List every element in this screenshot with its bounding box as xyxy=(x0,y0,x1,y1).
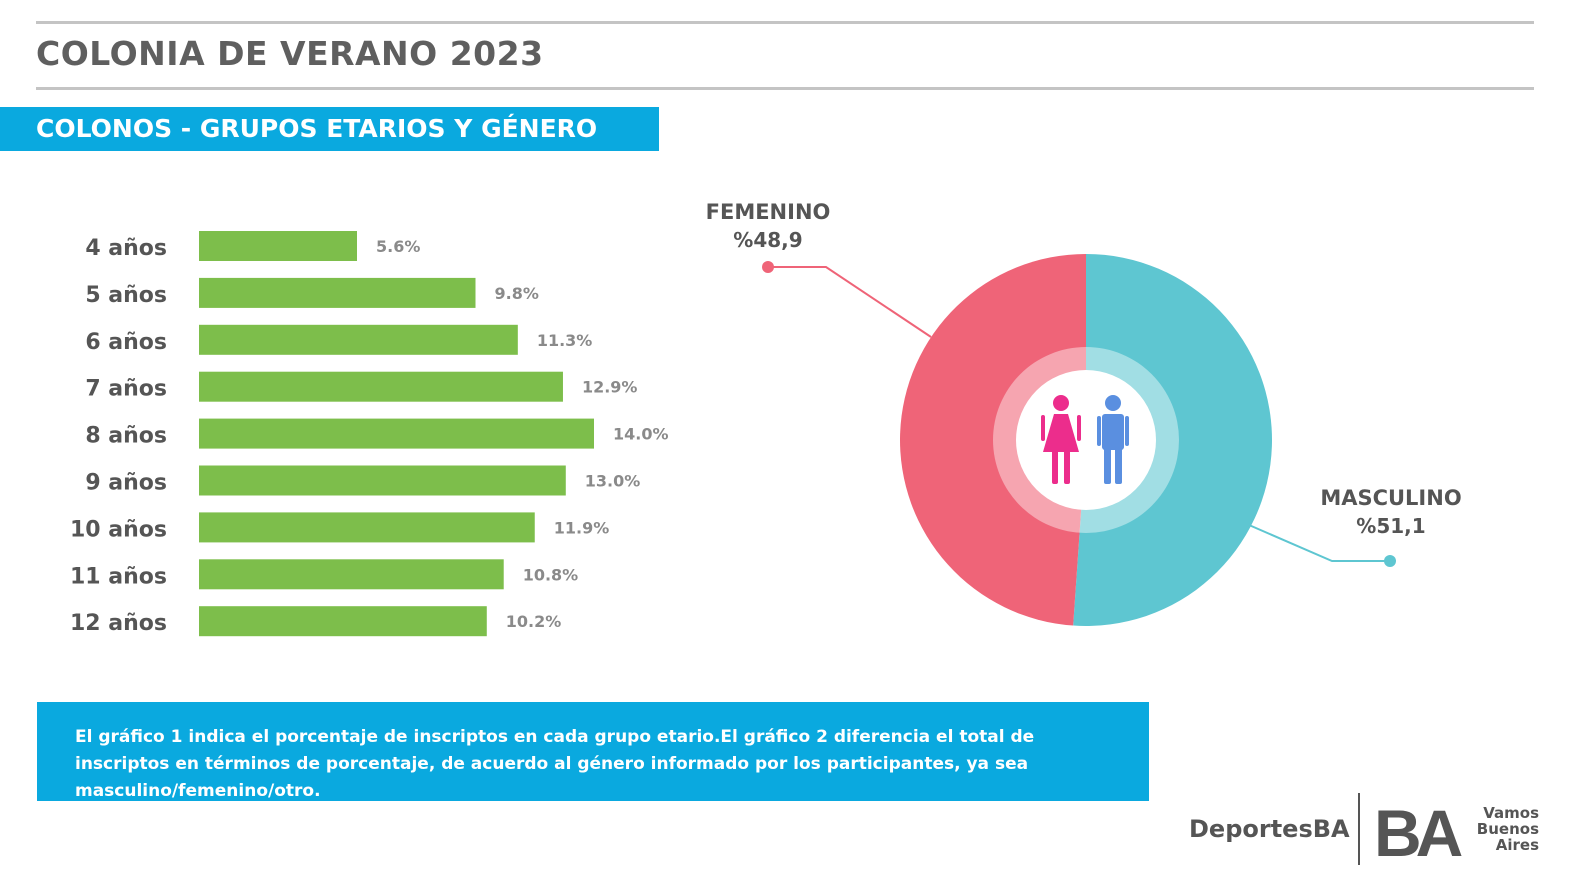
ba-logo-letters: BA xyxy=(1374,802,1462,860)
age-bar xyxy=(199,324,518,355)
male-figure-icon xyxy=(1097,395,1129,484)
age-label: 4 años xyxy=(85,236,167,261)
slice-label-masculino: MASCULINO xyxy=(1320,486,1461,510)
bar-value-label: 12.9% xyxy=(582,378,638,397)
section-title: COLONOS - GRUPOS ETARIOS Y GÉNERO xyxy=(36,114,598,143)
age-label: 11 años xyxy=(70,564,167,589)
age-label: 7 años xyxy=(85,377,167,402)
age-bar xyxy=(199,512,535,543)
tagline-line: Vamos xyxy=(1483,804,1539,822)
age-bar xyxy=(199,559,504,590)
bar-value-label: 14.0% xyxy=(613,425,669,444)
bar-value-label: 5.6% xyxy=(376,237,420,256)
vamos-buenos-aires-tagline: Vamos Buenos Aires xyxy=(1461,805,1539,853)
top-rule xyxy=(36,21,1534,24)
age-label: 8 años xyxy=(85,424,167,449)
ba-logo: BA xyxy=(1374,802,1468,860)
age-group-bar-chart: 4 años 5.6% 5 años 9.8% 6 años 11.3% 7 años 12.… xyxy=(70,231,669,637)
deportes-ba-brand: DeportesBA xyxy=(1189,815,1350,843)
leader-line-femenino xyxy=(768,266,932,338)
age-bar xyxy=(199,418,594,449)
title-rule xyxy=(36,87,1534,90)
gender-donut-chart: FEMENINO %48,9 MASCULINO %51,1 xyxy=(706,200,1462,626)
age-label: 9 años xyxy=(85,471,167,496)
bar-value-label: 9.8% xyxy=(495,284,539,303)
leader-dot-femenino xyxy=(762,261,774,273)
age-bar xyxy=(199,231,357,261)
leader-line-masculino xyxy=(1248,524,1390,562)
donut-center xyxy=(1016,370,1156,510)
age-label: 12 años xyxy=(70,611,167,636)
slice-value-masculino: %51,1 xyxy=(1356,514,1425,538)
brand-divider xyxy=(1358,793,1360,865)
slice-label-femenino: FEMENINO xyxy=(706,200,831,224)
tagline-line: Buenos xyxy=(1476,820,1539,838)
leader-dot-masculino xyxy=(1384,555,1396,567)
bar-value-label: 13.0% xyxy=(585,472,641,491)
page-title: COLONIA DE VERANO 2023 xyxy=(36,34,544,73)
note-box: El gráfico 1 indica el porcentaje de ins… xyxy=(37,702,1149,801)
section-banner: COLONOS - GRUPOS ETARIOS Y GÉNERO xyxy=(0,107,659,151)
age-bar xyxy=(199,371,563,402)
age-label: 6 años xyxy=(85,330,167,355)
note-text: El gráfico 1 indica el porcentaje de ins… xyxy=(75,727,1035,801)
bar-value-label: 10.8% xyxy=(523,565,579,584)
age-bar xyxy=(199,465,566,496)
age-label: 10 años xyxy=(70,517,167,542)
age-bar xyxy=(199,277,476,308)
age-bar xyxy=(199,606,487,637)
age-label: 5 años xyxy=(85,283,167,308)
slice-value-femenino: %48,9 xyxy=(733,228,802,252)
bar-value-label: 10.2% xyxy=(506,612,562,631)
tagline-line: Aires xyxy=(1495,836,1539,854)
slice-masculino xyxy=(1073,254,1273,626)
bar-value-label: 11.3% xyxy=(537,331,593,350)
female-figure-icon xyxy=(1041,395,1081,484)
slice-femenino xyxy=(900,254,1086,626)
bar-value-label: 11.9% xyxy=(554,518,610,537)
